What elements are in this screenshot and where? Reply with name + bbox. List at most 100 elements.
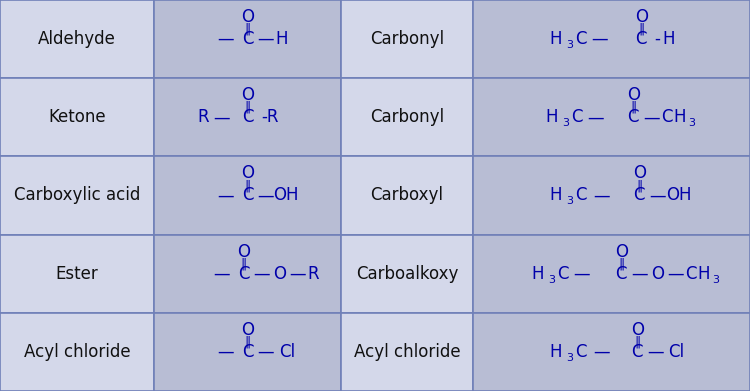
Text: C: C <box>557 265 569 283</box>
Text: H: H <box>545 108 557 126</box>
Text: C: C <box>634 187 645 204</box>
Text: R: R <box>198 108 209 126</box>
Text: —: — <box>217 343 234 361</box>
Text: R: R <box>308 265 320 283</box>
Text: 3: 3 <box>566 353 573 363</box>
Text: ‖: ‖ <box>244 101 250 114</box>
Text: Ketone: Ketone <box>48 108 106 126</box>
Text: C: C <box>238 265 249 283</box>
Text: —: — <box>257 343 274 361</box>
Text: ‖: ‖ <box>634 335 640 348</box>
Text: O: O <box>615 243 628 261</box>
Text: O: O <box>241 165 254 183</box>
FancyBboxPatch shape <box>472 313 750 391</box>
Text: ‖: ‖ <box>630 101 636 114</box>
Text: ‖: ‖ <box>244 23 250 36</box>
Text: 3: 3 <box>566 40 573 50</box>
Text: Cl: Cl <box>668 343 684 361</box>
Text: C: C <box>628 108 639 126</box>
Text: C: C <box>572 108 583 126</box>
FancyBboxPatch shape <box>154 313 341 391</box>
Text: C: C <box>575 343 587 361</box>
Text: O: O <box>241 86 254 104</box>
Text: ‖: ‖ <box>244 335 250 348</box>
Text: O: O <box>273 265 286 283</box>
FancyBboxPatch shape <box>0 313 154 391</box>
Text: —: — <box>647 343 664 361</box>
Text: H: H <box>275 30 288 48</box>
Text: —: — <box>593 343 610 361</box>
FancyBboxPatch shape <box>341 0 472 78</box>
Text: C: C <box>616 265 627 283</box>
Text: Carbonyl: Carbonyl <box>370 30 444 48</box>
Text: O: O <box>237 243 250 261</box>
Text: —: — <box>631 265 647 283</box>
Text: —: — <box>643 108 659 126</box>
Text: Carboxylic acid: Carboxylic acid <box>13 187 140 204</box>
Text: 3: 3 <box>562 118 568 128</box>
Text: O: O <box>631 321 644 339</box>
Text: H: H <box>673 108 686 126</box>
Text: H: H <box>549 30 562 48</box>
Text: 3: 3 <box>566 197 573 206</box>
FancyBboxPatch shape <box>154 235 341 313</box>
FancyBboxPatch shape <box>0 78 154 156</box>
Text: OH: OH <box>273 187 298 204</box>
Text: C: C <box>686 265 697 283</box>
Text: O: O <box>627 86 640 104</box>
FancyBboxPatch shape <box>472 235 750 313</box>
Text: -R: -R <box>261 108 278 126</box>
Text: Carboxyl: Carboxyl <box>370 187 443 204</box>
Text: C: C <box>662 108 673 126</box>
Text: C: C <box>575 30 587 48</box>
Text: Aldehyde: Aldehyde <box>38 30 116 48</box>
Text: H: H <box>549 343 562 361</box>
FancyBboxPatch shape <box>154 0 341 78</box>
Text: 3: 3 <box>712 275 718 285</box>
Text: O: O <box>633 165 646 183</box>
Text: C: C <box>242 187 254 204</box>
Text: C: C <box>632 343 643 361</box>
Text: —: — <box>217 30 234 48</box>
Text: Acyl chloride: Acyl chloride <box>23 343 130 361</box>
Text: ‖: ‖ <box>636 179 642 192</box>
Text: C: C <box>242 108 254 126</box>
Text: H: H <box>531 265 544 283</box>
Text: —: — <box>217 187 234 204</box>
Text: C: C <box>242 343 254 361</box>
FancyBboxPatch shape <box>0 0 154 78</box>
Text: H: H <box>662 30 674 48</box>
Text: —: — <box>257 187 274 204</box>
Text: —: — <box>213 108 230 126</box>
FancyBboxPatch shape <box>154 156 341 235</box>
Text: —: — <box>257 30 274 48</box>
Text: Ester: Ester <box>56 265 98 283</box>
FancyBboxPatch shape <box>472 156 750 235</box>
Text: H: H <box>549 187 562 204</box>
Text: H: H <box>697 265 709 283</box>
Text: —: — <box>254 265 270 283</box>
Text: Carbonyl: Carbonyl <box>370 108 444 126</box>
Text: ‖: ‖ <box>240 257 247 270</box>
Text: Cl: Cl <box>280 343 296 361</box>
Text: ‖: ‖ <box>244 179 250 192</box>
Text: O: O <box>651 265 664 283</box>
Text: —: — <box>587 108 604 126</box>
Text: C: C <box>575 187 587 204</box>
Text: ‖: ‖ <box>618 257 624 270</box>
FancyBboxPatch shape <box>154 78 341 156</box>
FancyBboxPatch shape <box>341 313 472 391</box>
Text: O: O <box>634 8 648 26</box>
FancyBboxPatch shape <box>0 235 154 313</box>
Text: —: — <box>667 265 683 283</box>
Text: —: — <box>213 265 230 283</box>
FancyBboxPatch shape <box>0 156 154 235</box>
Text: —: — <box>591 30 608 48</box>
Text: C: C <box>242 30 254 48</box>
Text: 3: 3 <box>548 275 555 285</box>
Text: -: - <box>654 30 660 48</box>
Text: O: O <box>241 8 254 26</box>
FancyBboxPatch shape <box>472 0 750 78</box>
FancyBboxPatch shape <box>341 156 472 235</box>
Text: —: — <box>593 187 610 204</box>
